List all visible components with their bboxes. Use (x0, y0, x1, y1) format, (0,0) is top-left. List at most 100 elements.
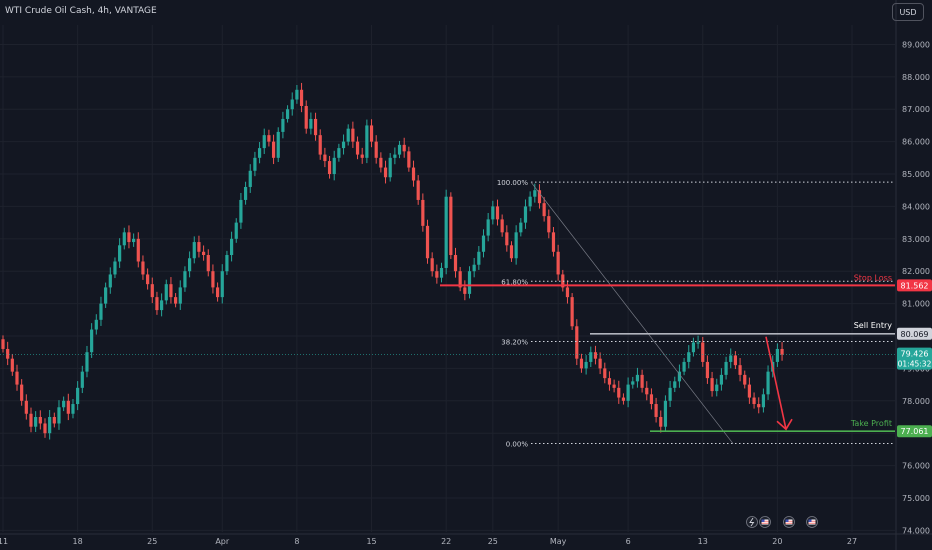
candle-body (141, 261, 145, 275)
candle-body (654, 404, 658, 417)
candle-body (631, 381, 635, 385)
candle-body (192, 242, 196, 259)
x-tick-label: Apr (215, 537, 230, 546)
candle-body (183, 271, 187, 288)
candle-body (253, 157, 257, 171)
flag-us-icon[interactable] (806, 516, 818, 528)
take-profit-tag-bg (897, 425, 932, 438)
candle-body (687, 352, 691, 362)
flag-us-icon[interactable] (759, 516, 771, 528)
candles-group (1, 82, 784, 440)
fib-trend-line (530, 181, 734, 444)
candle-body (743, 374, 747, 385)
candle-body (6, 348, 10, 359)
sell-entry-label: Sell Entry (854, 321, 893, 330)
candle-body (29, 413, 33, 427)
sell-entry-tag-bg (897, 327, 932, 340)
candle-body (248, 170, 252, 187)
candle-body (453, 255, 458, 272)
candle-body (57, 407, 61, 424)
candle-body (225, 255, 229, 272)
fib-level-label: 100.00% (497, 179, 528, 187)
candle-body (295, 89, 299, 100)
y-tick-label: 84.000 (902, 202, 930, 211)
y-tick-label: 83.000 (902, 235, 930, 244)
candle-body (621, 397, 626, 401)
y-tick-label: 82.000 (902, 267, 930, 276)
candle-body (299, 89, 304, 106)
candle-body (579, 358, 584, 369)
candle-body (505, 232, 509, 246)
stop-loss-label: Stop Loss (854, 273, 892, 282)
candle-body (556, 251, 560, 275)
candle-body (99, 303, 103, 320)
candle-body (318, 135, 322, 155)
x-tick-label: 25 (147, 537, 157, 546)
candle-body (477, 251, 481, 265)
y-tick-label: 75.000 (902, 494, 930, 503)
chart-title: WTI Crude Oil Cash, 4h, VANTAGE (5, 6, 157, 16)
candle-body (136, 238, 140, 262)
candle-body (537, 190, 542, 204)
flag-us-icon[interactable] (783, 516, 795, 528)
candle-body (38, 416, 42, 424)
fib-level-label: 0.00% (506, 441, 529, 449)
candle-body (220, 271, 224, 298)
candle-body (509, 245, 514, 259)
candle-body (449, 196, 453, 256)
candle-body (90, 329, 94, 353)
flash-icon[interactable] (746, 516, 758, 528)
candle-body (62, 400, 66, 408)
sell-entry-tag-text: 80.069 (901, 330, 929, 339)
candle-body (411, 167, 416, 181)
candle-body (1, 339, 5, 349)
y-tick-label: 88.000 (902, 73, 930, 82)
candle-body (267, 135, 271, 142)
candle-body (724, 361, 728, 375)
stop-loss-tag-bg (897, 279, 932, 292)
candle-body (747, 384, 751, 398)
candle-body (458, 271, 462, 288)
candle-body (393, 154, 397, 158)
candle-body (108, 274, 112, 288)
candle-body (444, 196, 448, 268)
candle-body (659, 416, 663, 427)
candle-body (379, 157, 383, 168)
candle-body (164, 284, 168, 301)
candle-body (104, 287, 108, 304)
candle-body (309, 118, 313, 129)
candle-body (118, 245, 122, 262)
candle-body (626, 384, 630, 401)
candle-body (733, 355, 738, 366)
y-tick-label: 86.000 (902, 138, 930, 147)
projection-arrow-line (765, 336, 787, 430)
candle-body (276, 131, 280, 158)
candle-body (467, 271, 472, 294)
candle-body (584, 361, 588, 369)
candle-body (66, 400, 70, 414)
take-profit-label: Take Profit (850, 419, 892, 428)
candle-body (341, 141, 346, 149)
candle-body (150, 284, 154, 298)
candle-body (663, 400, 668, 427)
candle-body (211, 271, 215, 288)
candle-body (761, 394, 765, 408)
candle-body (780, 348, 784, 355)
x-tick-label: May (550, 537, 567, 546)
candle-body (775, 348, 779, 362)
candle-body (327, 161, 332, 175)
candle-body (439, 267, 444, 278)
currency-button[interactable]: USD (892, 3, 924, 21)
candle-body (229, 238, 234, 256)
candle-body (407, 151, 411, 168)
candle-body (640, 374, 644, 388)
candle-body (589, 352, 593, 362)
candle-body (80, 371, 84, 388)
fib-level-label: 38.20% (501, 339, 528, 347)
candle-body (710, 378, 714, 392)
candle-body (323, 154, 327, 162)
candle-body (160, 300, 164, 311)
candle-body (10, 358, 14, 372)
